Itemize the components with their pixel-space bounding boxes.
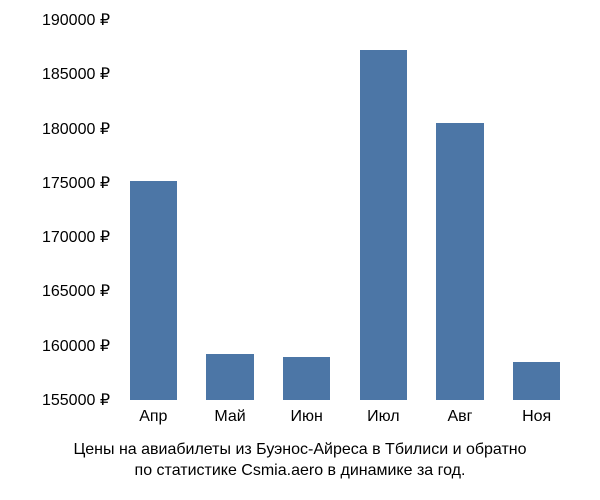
bar [283,357,331,400]
x-axis-label: Июн [290,408,322,426]
plot-area [115,20,575,400]
x-axis-label: Авг [447,408,472,426]
bar [130,181,178,400]
bar [360,50,408,400]
y-axis-label: 185000 ₽ [10,64,110,84]
y-axis-label: 180000 ₽ [10,119,110,139]
x-axis-label: Июл [367,408,399,426]
bar [206,354,254,400]
bar [513,362,561,400]
x-axis-label: Апр [139,408,167,426]
x-axis-label: Ноя [522,408,551,426]
caption-line-1: Цены на авиабилеты из Буэнос-Айреса в Тб… [73,441,526,458]
y-axis-label: 190000 ₽ [10,10,110,30]
x-axis-label: Май [214,408,245,426]
y-axis-label: 165000 ₽ [10,281,110,301]
y-axis-label: 155000 ₽ [10,390,110,410]
chart-container: Цены на авиабилеты из Буэнос-Айреса в Тб… [0,0,600,500]
caption: Цены на авиабилеты из Буэнос-Айреса в Тб… [0,439,600,482]
y-axis-label: 175000 ₽ [10,173,110,193]
bar [436,123,484,400]
y-axis-label: 160000 ₽ [10,336,110,356]
y-axis-label: 170000 ₽ [10,227,110,247]
caption-line-2: по статистике Csmia.aero в динамике за г… [135,462,466,479]
